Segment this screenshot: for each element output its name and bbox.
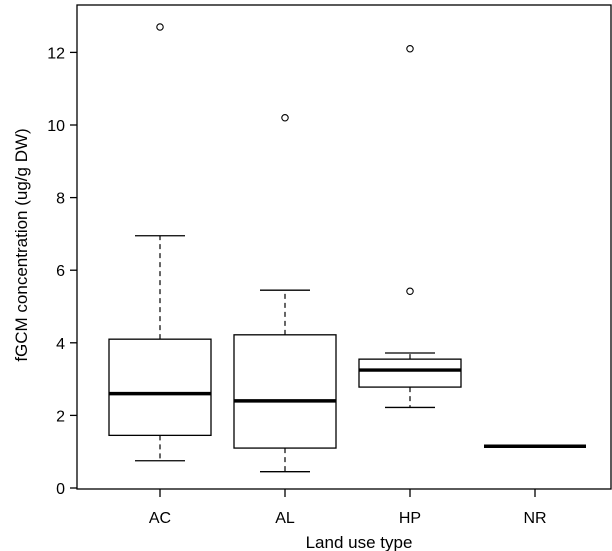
outlier-point bbox=[281, 113, 289, 122]
y-tick-label: 12 bbox=[47, 45, 65, 62]
outlier-point bbox=[406, 287, 414, 296]
y-tick-label: 8 bbox=[56, 191, 65, 208]
outlier-point bbox=[406, 45, 414, 53]
boxes bbox=[108, 23, 586, 473]
y-tick-label: 10 bbox=[47, 118, 65, 135]
y-tick-label: 4 bbox=[56, 336, 65, 353]
box-hp bbox=[358, 45, 462, 409]
x-tick-label: AL bbox=[275, 510, 295, 527]
outlier-point bbox=[156, 23, 164, 31]
y-axis: 0 2 4 6 8 10 12 bbox=[47, 45, 77, 498]
x-tick-label: HP bbox=[399, 510, 421, 527]
plot-frame bbox=[76, 4, 612, 490]
y-tick-label: 2 bbox=[56, 408, 65, 425]
y-axis-label: fGCM concentration (ug/g DW) bbox=[12, 128, 31, 361]
x-axis-label: Land use type bbox=[306, 533, 413, 551]
box-al bbox=[233, 113, 337, 473]
x-tick-label: NR bbox=[523, 510, 546, 527]
iqr-box bbox=[233, 334, 337, 449]
iqr-box bbox=[358, 358, 462, 388]
y-tick-label: 0 bbox=[56, 481, 65, 498]
x-axis: AC AL HP NR bbox=[149, 489, 547, 527]
box-ac bbox=[108, 23, 212, 462]
y-tick-label: 6 bbox=[56, 263, 65, 280]
x-tick-label: AC bbox=[149, 510, 171, 527]
iqr-box bbox=[108, 338, 212, 437]
